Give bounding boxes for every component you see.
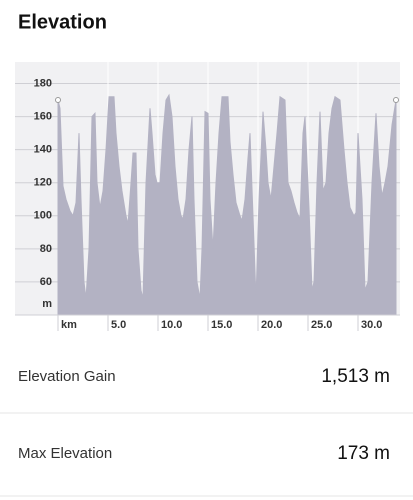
stat-label: Elevation Gain — [18, 368, 116, 385]
elevation-area — [57, 93, 397, 316]
x-tick-label: 15.0 — [211, 319, 232, 331]
y-tick-label: 80 — [40, 243, 52, 255]
x-tick-label: 25.0 — [311, 319, 332, 331]
x-axis-unit: km — [61, 319, 77, 331]
x-tick-label: 20.0 — [261, 319, 282, 331]
y-tick-label: 60 — [40, 276, 52, 288]
chart: 60 80 100 120 140 160 180 mkm 5.0 10.0 15.0 20.0 25.… — [15, 62, 400, 331]
y-tick-label: 120 — [34, 177, 52, 189]
end-point — [393, 97, 399, 104]
stat-label: Max Elevation — [18, 445, 112, 462]
y-axis-unit: m — [42, 298, 52, 310]
y-tick-label: 140 — [34, 144, 52, 156]
title: Elevation — [18, 11, 107, 33]
y-tick-label: 100 — [34, 210, 52, 222]
stat-value: 173 m — [337, 443, 390, 464]
y-tick-label: 180 — [34, 77, 52, 89]
end-point — [55, 97, 61, 104]
x-tick-label: 10.0 — [161, 319, 182, 331]
x-tick-label: 30.0 — [361, 319, 382, 331]
stat-value: 1,513 m — [321, 366, 390, 387]
y-tick-label: 160 — [34, 110, 52, 122]
x-tick-label: 5.0 — [111, 319, 126, 331]
